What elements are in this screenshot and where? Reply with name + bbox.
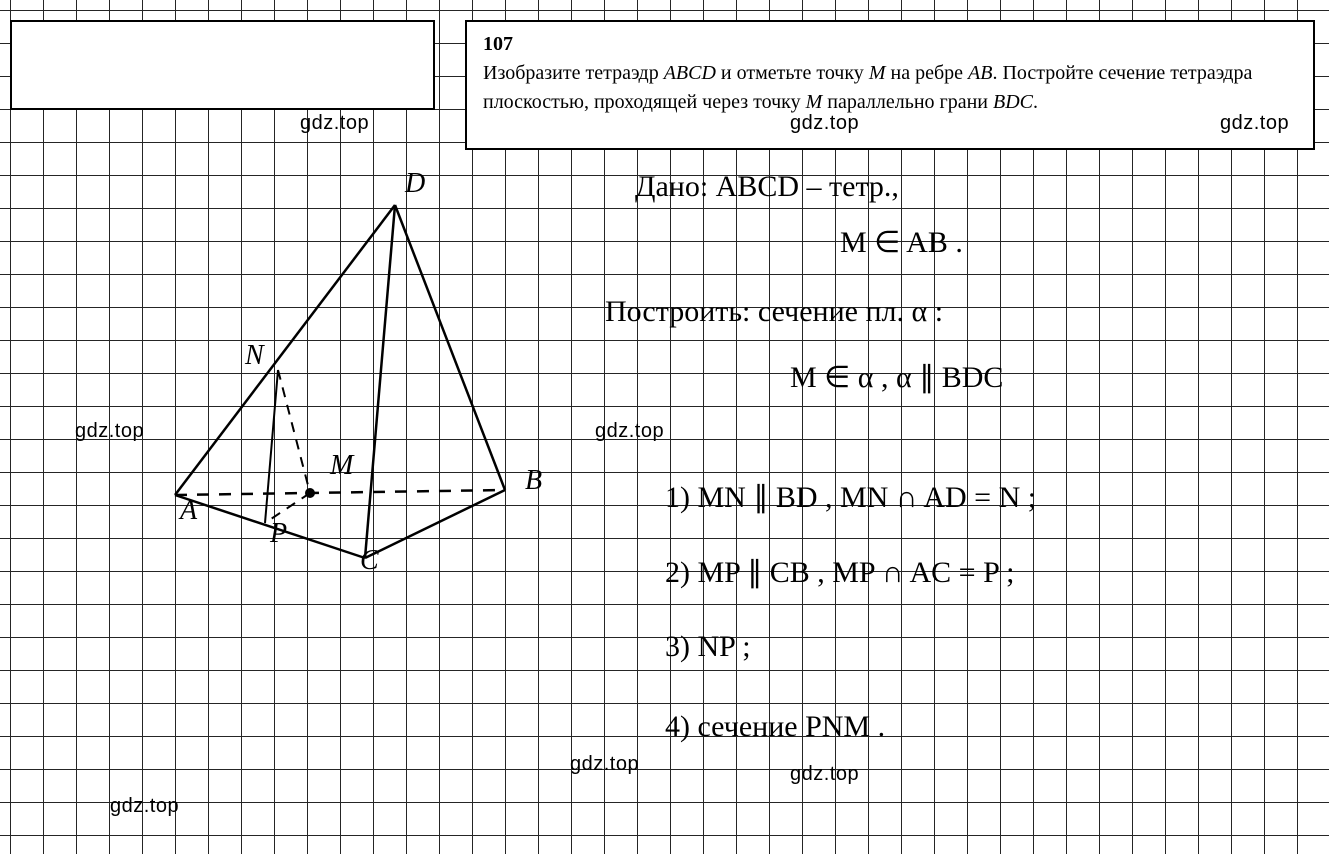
label-A: A <box>180 495 197 527</box>
hw-line3: Построить: сечение пл. α : <box>605 295 943 329</box>
hw-line2: M ∈ AB . <box>840 225 963 260</box>
watermark: gdz.top <box>570 753 639 776</box>
label-N: N <box>245 340 264 372</box>
label-D: D <box>405 168 425 200</box>
label-M: M <box>330 450 353 482</box>
label-C: C <box>360 545 379 577</box>
hw-line6: 2) MP ∥ CB , MP ∩ AC = P ; <box>665 555 1015 590</box>
hw-line5: 1) MN ∥ BD , MN ∩ AD = N ; <box>665 480 1036 515</box>
watermark: gdz.top <box>300 112 369 135</box>
hw-line8: 4) сечение PNM . <box>665 710 885 744</box>
watermark: gdz.top <box>790 763 859 786</box>
watermark: gdz.top <box>1220 112 1289 135</box>
hw-line4: M ∈ α , α ∥ BDC <box>790 360 1003 395</box>
watermark: gdz.top <box>595 420 664 443</box>
hw-line1: Дано: ABCD – тетр., <box>635 170 899 204</box>
watermark: gdz.top <box>110 795 179 818</box>
label-B: B <box>525 465 542 497</box>
watermark: gdz.top <box>790 112 859 135</box>
hw-line7: 3) NP ; <box>665 630 751 664</box>
label-P: P <box>270 518 287 550</box>
watermark: gdz.top <box>75 420 144 443</box>
